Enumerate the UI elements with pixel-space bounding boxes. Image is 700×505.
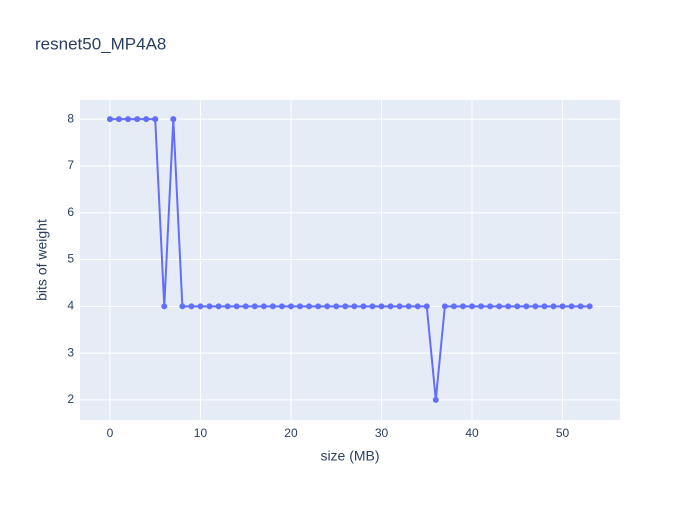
marker	[233, 303, 240, 310]
marker	[315, 303, 322, 310]
marker	[278, 303, 285, 310]
marker	[242, 303, 249, 310]
marker	[306, 303, 313, 310]
marker	[125, 116, 132, 123]
y-tick-label: 5	[67, 252, 74, 266]
x-tick-label: 0	[107, 426, 114, 440]
marker	[541, 303, 548, 310]
marker	[197, 303, 204, 310]
marker	[224, 303, 231, 310]
x-tick-label: 40	[465, 426, 479, 440]
marker	[287, 303, 294, 310]
marker	[514, 303, 521, 310]
marker	[179, 303, 186, 310]
marker	[188, 303, 195, 310]
marker	[532, 303, 539, 310]
marker	[550, 303, 557, 310]
marker	[351, 303, 358, 310]
marker	[414, 303, 421, 310]
marker	[441, 303, 448, 310]
y-tick-label: 6	[67, 205, 74, 219]
marker	[505, 303, 512, 310]
marker	[496, 303, 503, 310]
y-tick-label: 7	[67, 158, 74, 172]
y-tick-label: 8	[67, 111, 74, 125]
marker	[324, 303, 331, 310]
marker	[586, 303, 593, 310]
marker	[134, 116, 141, 123]
chart-title: resnet50_MP4A8	[35, 34, 166, 53]
marker	[342, 303, 349, 310]
marker	[116, 116, 123, 123]
marker	[450, 303, 457, 310]
x-axis-label: size (MB)	[320, 448, 379, 464]
x-tick-label: 20	[284, 426, 298, 440]
marker	[577, 303, 584, 310]
marker	[269, 303, 276, 310]
marker	[405, 303, 412, 310]
x-tick-label: 50	[556, 426, 570, 440]
y-tick-label: 2	[67, 392, 74, 406]
marker	[387, 303, 394, 310]
marker	[478, 303, 485, 310]
marker	[297, 303, 304, 310]
marker	[487, 303, 494, 310]
marker	[206, 303, 213, 310]
marker	[432, 396, 439, 403]
marker	[333, 303, 340, 310]
marker	[260, 303, 267, 310]
y-tick-label: 3	[67, 345, 74, 359]
marker	[568, 303, 575, 310]
marker	[106, 116, 113, 123]
x-tick-label: 30	[375, 426, 389, 440]
marker	[423, 303, 430, 310]
marker	[396, 303, 403, 310]
marker	[251, 303, 258, 310]
marker	[152, 116, 159, 123]
y-tick-label: 4	[67, 298, 74, 312]
marker	[161, 303, 168, 310]
marker	[559, 303, 566, 310]
x-tick-label: 10	[194, 426, 208, 440]
marker	[523, 303, 530, 310]
marker	[369, 303, 376, 310]
marker	[143, 116, 150, 123]
marker	[469, 303, 476, 310]
marker	[360, 303, 367, 310]
marker	[170, 116, 177, 123]
marker	[215, 303, 222, 310]
marker	[378, 303, 385, 310]
y-axis-label: bits of weight	[34, 219, 50, 301]
marker	[459, 303, 466, 310]
